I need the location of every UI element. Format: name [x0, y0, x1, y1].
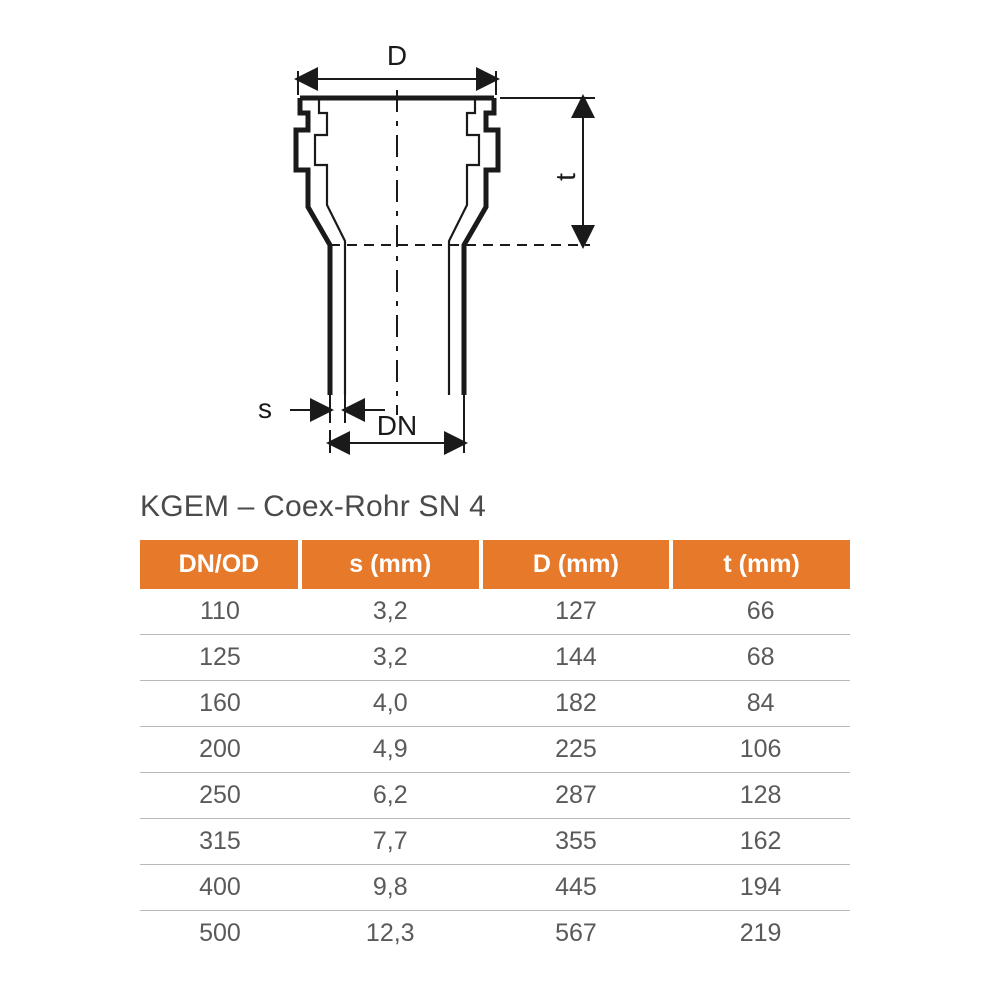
- table-cell: 127: [481, 589, 672, 635]
- table-cell: 287: [481, 773, 672, 819]
- table-cell: 219: [671, 911, 850, 957]
- table-cell: 355: [481, 819, 672, 865]
- col-header: DN/OD: [140, 540, 300, 589]
- label-DN: DN: [377, 410, 417, 441]
- table-cell: 144: [481, 635, 672, 681]
- table-cell: 400: [140, 865, 300, 911]
- table-cell: 106: [671, 727, 850, 773]
- table-cell: 7,7: [300, 819, 481, 865]
- table-row: 2004,9225106: [140, 727, 850, 773]
- table-cell: 4,0: [300, 681, 481, 727]
- page-root: D t s DN: [0, 0, 1000, 1000]
- table-cell: 194: [671, 865, 850, 911]
- dimension-DN: DN: [330, 395, 464, 453]
- table-cell: 128: [671, 773, 850, 819]
- table-cell: 125: [140, 635, 300, 681]
- table-row: 1103,212766: [140, 589, 850, 635]
- table-cell: 162: [671, 819, 850, 865]
- table-row: 4009,8445194: [140, 865, 850, 911]
- table-cell: 3,2: [300, 635, 481, 681]
- label-D: D: [387, 40, 407, 71]
- dimension-t: t: [500, 98, 595, 245]
- table-cell: 160: [140, 681, 300, 727]
- table-cell: 6,2: [300, 773, 481, 819]
- table-cell: 200: [140, 727, 300, 773]
- col-header: s (mm): [300, 540, 481, 589]
- spec-table: DN/ODs (mm)D (mm)t (mm) 1103,2127661253,…: [140, 540, 850, 956]
- table-row: 2506,2287128: [140, 773, 850, 819]
- table-cell: 182: [481, 681, 672, 727]
- table-cell: 12,3: [300, 911, 481, 957]
- spec-table-head: DN/ODs (mm)D (mm)t (mm): [140, 540, 850, 589]
- table-cell: 68: [671, 635, 850, 681]
- table-cell: 225: [481, 727, 672, 773]
- table-cell: 500: [140, 911, 300, 957]
- table-row: 50012,3567219: [140, 911, 850, 957]
- table-row: 1604,018284: [140, 681, 850, 727]
- table-cell: 567: [481, 911, 672, 957]
- table-cell: 315: [140, 819, 300, 865]
- table-cell: 4,9: [300, 727, 481, 773]
- col-header: D (mm): [481, 540, 672, 589]
- col-header: t (mm): [671, 540, 850, 589]
- label-s: s: [258, 393, 272, 424]
- pipe-diagram: D t s DN: [180, 35, 700, 455]
- label-t: t: [550, 173, 581, 181]
- table-cell: 445: [481, 865, 672, 911]
- dimension-s: s: [258, 393, 385, 424]
- table-cell: 110: [140, 589, 300, 635]
- table-row: 3157,7355162: [140, 819, 850, 865]
- dimension-D: D: [298, 40, 496, 95]
- spec-table-body: 1103,2127661253,2144681604,0182842004,92…: [140, 589, 850, 956]
- pipe-diagram-svg: D t s DN: [180, 35, 700, 455]
- table-cell: 250: [140, 773, 300, 819]
- table-cell: 9,8: [300, 865, 481, 911]
- table-cell: 3,2: [300, 589, 481, 635]
- table-cell: 84: [671, 681, 850, 727]
- table-row: 1253,214468: [140, 635, 850, 681]
- table-title: KGEM – Coex-Rohr SN 4: [140, 490, 486, 524]
- table-cell: 66: [671, 589, 850, 635]
